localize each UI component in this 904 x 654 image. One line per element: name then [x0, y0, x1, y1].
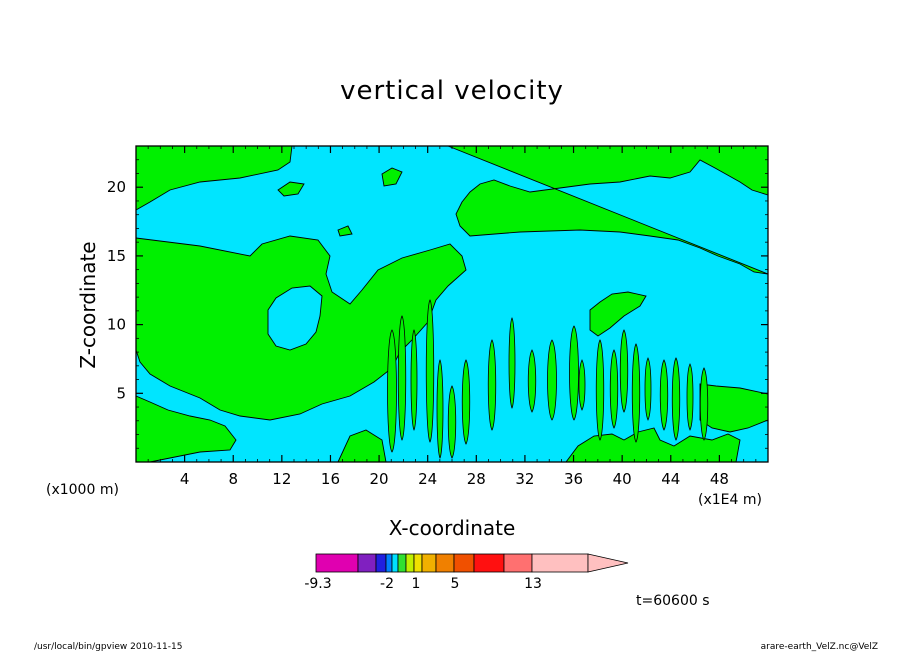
x-tick-label: 36	[564, 470, 583, 488]
colorbar-swatch	[385, 553, 393, 573]
y-axis-multiplier: (x1000 m)	[46, 482, 119, 498]
convective-cell	[578, 359, 586, 411]
convective-cell	[644, 357, 652, 421]
convective-cell	[631, 343, 641, 443]
x-tick-label: 8	[228, 470, 238, 488]
convective-cell	[487, 339, 497, 431]
colorbar-swatch	[315, 553, 359, 573]
convective-cell	[659, 359, 669, 431]
colorbar-swatch	[503, 553, 533, 573]
convective-cell	[397, 315, 407, 441]
positive-region	[447, 145, 769, 275]
convective-cell	[527, 349, 537, 413]
positive-region	[277, 181, 305, 197]
convective-cell	[699, 367, 709, 441]
y-tick-label: 5	[116, 384, 126, 402]
convective-cell	[461, 359, 471, 445]
colorbar-label: -9.3	[304, 576, 331, 592]
negative-hole	[267, 285, 323, 351]
contour-fill-layer	[135, 145, 769, 463]
x-tick-label: 4	[180, 470, 190, 488]
convective-cell	[436, 359, 444, 459]
y-tick-label: 20	[107, 178, 126, 196]
positive-region	[381, 167, 403, 187]
colorbar-label: 1	[412, 576, 421, 592]
convective-cell	[425, 299, 435, 443]
x-tick-label: 16	[321, 470, 340, 488]
colorbar-swatch	[405, 553, 415, 573]
colorbar-label: 13	[524, 576, 542, 592]
convective-cell	[619, 329, 629, 413]
x-tick-label: 24	[418, 470, 437, 488]
colorbar-label: 5	[451, 576, 460, 592]
x-tick-label: 28	[467, 470, 486, 488]
y-tick-label: 15	[107, 247, 126, 265]
colorbar-label: -2	[380, 576, 394, 592]
x-tick-label: 48	[710, 470, 729, 488]
chart-title: vertical velocity	[340, 76, 564, 106]
x-axis-multiplier: (x1E4 m)	[698, 492, 762, 508]
colorbar-swatch	[435, 553, 455, 573]
colorbar-swatch	[397, 553, 407, 573]
positive-region	[589, 291, 647, 337]
colorbar-swatch	[413, 553, 423, 573]
x-tick-label: 44	[661, 470, 680, 488]
x-tick-label: 32	[515, 470, 534, 488]
time-label: t=60600 s	[636, 593, 710, 609]
colorbar-swatch	[375, 553, 387, 573]
colorbar-swatch	[357, 553, 377, 573]
colorbar-swatch	[453, 553, 475, 573]
convective-cell	[547, 339, 557, 421]
x-axis-label: X-coordinate	[388, 516, 516, 540]
x-tick-label: 20	[370, 470, 389, 488]
convective-cell	[671, 357, 681, 441]
footer-right: arare-earth_VelZ.nc@VelZ	[760, 642, 878, 652]
convective-cell	[447, 385, 457, 459]
convective-cell	[387, 329, 397, 453]
x-tick-label: 40	[613, 470, 632, 488]
x-tick-label: 12	[272, 470, 291, 488]
convective-cell	[595, 339, 605, 441]
colorbar-swatch	[473, 553, 505, 573]
colorbar-extend-arrow	[587, 553, 629, 573]
convective-cell	[609, 349, 619, 429]
colorbar-swatch	[531, 553, 589, 573]
convective-cell	[508, 317, 516, 409]
convective-cell	[569, 325, 579, 421]
y-axis-label: Z-coordinate	[76, 241, 100, 369]
positive-region	[337, 225, 353, 237]
colorbar-swatch	[391, 553, 399, 573]
colorbar: -9.3 -2 1 5 13	[304, 553, 629, 592]
colorbar-swatch	[421, 553, 437, 573]
y-tick-label: 10	[107, 316, 126, 334]
convective-cell	[686, 363, 694, 431]
convective-cell	[410, 329, 418, 431]
footer-left: /usr/local/bin/gpview 2010-11-15	[34, 642, 183, 652]
positive-region	[135, 145, 293, 211]
